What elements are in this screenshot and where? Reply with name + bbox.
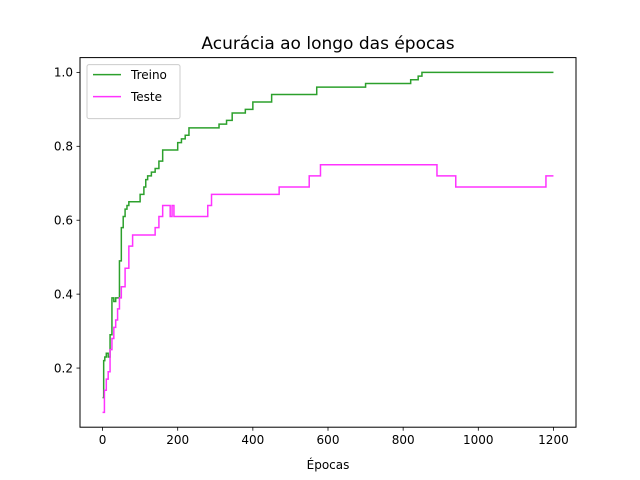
x-tick-label: 1200 <box>538 433 569 447</box>
y-tick-label: 0.8 <box>54 140 73 154</box>
x-tick-label: 400 <box>241 433 264 447</box>
legend-label-treino: Treino <box>130 68 167 82</box>
series-line-teste <box>102 164 554 414</box>
x-tick-label: 200 <box>166 433 189 447</box>
x-tick-label: 600 <box>317 433 340 447</box>
x-tick-label: 0 <box>99 433 107 447</box>
y-tick-label: 1.0 <box>54 66 73 80</box>
y-tick-label: 0.6 <box>54 214 73 228</box>
chart-title: Acurácia ao longo das épocas <box>201 34 454 54</box>
series-line-treino <box>102 71 554 399</box>
y-axis-ticks: 0.2 0.4 0.6 0.8 1.0 <box>54 66 80 375</box>
y-tick-label: 0.2 <box>54 361 73 375</box>
x-tick-label: 1000 <box>463 433 494 447</box>
plot-lines <box>102 71 554 414</box>
legend: Treino Teste <box>86 64 181 120</box>
x-tick-label: 800 <box>392 433 415 447</box>
legend-box <box>86 64 181 120</box>
x-axis-title: Épocas <box>307 457 350 472</box>
y-tick-label: 0.4 <box>54 287 73 301</box>
x-axis-ticks: 0 200 400 600 800 1000 1200 <box>99 427 569 447</box>
legend-label-teste: Teste <box>130 90 162 104</box>
